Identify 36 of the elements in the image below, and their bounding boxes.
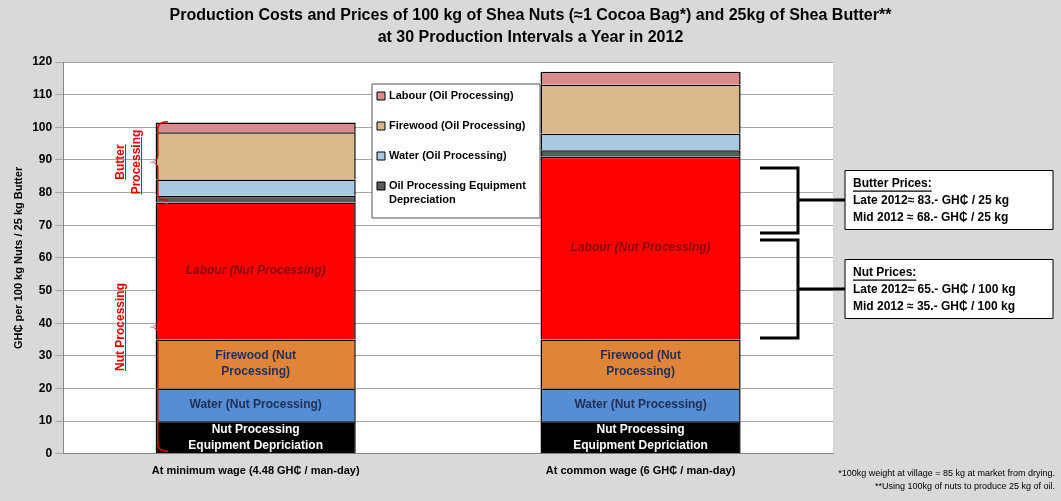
y-tick-label: 110 <box>32 86 53 101</box>
x-tick-label: At common wage (6 GH₵ / man-day) <box>545 464 736 477</box>
text: Nut Prices: Late 2012≈ 65.- GH₵ / 100 kg Mid 2012 ≈ 35.- GH₵ / 100 kg <box>853 264 1016 313</box>
y-tick-label: 70 <box>38 217 53 232</box>
series-label: Nut Processing Equipment Depriciation <box>188 421 324 452</box>
text: Labour (Nut Processing) <box>570 240 711 255</box>
y-tick-label: 90 <box>38 152 53 167</box>
y-tick-label: 0 <box>45 446 53 461</box>
y-tick-label: 100 <box>32 119 53 134</box>
y-tick-label: 10 <box>38 413 53 428</box>
legend-label: Water (Oil Processing) <box>389 149 507 162</box>
series-label: Water (Nut Processing) <box>189 397 322 412</box>
text: Water (Nut Processing) <box>574 397 707 412</box>
text: *100kg weight at village = 85 kg at market from drying. <box>838 468 1055 479</box>
chart-subtitle: at 30 Production Intervals a Year in 2012 <box>377 28 684 46</box>
y-tick-label: 60 <box>38 250 53 265</box>
x-tick-label: At minimum wage (4.48 GH₵ / man-day) <box>151 464 360 477</box>
annotation: Butter Processing <box>112 128 144 197</box>
y-tick-label: 50 <box>38 282 53 297</box>
series-label: Labour (Nut Processing) <box>185 263 326 278</box>
y-tick-label: 20 <box>38 380 53 395</box>
y-tick-label: 120 <box>32 54 53 69</box>
text: Butter Prices: Late 2012≈ 83.- GH₵ / 25 kg Mid 2012 ≈ 68.- GH₵ / 25 kg <box>853 175 1009 224</box>
legend-label: Firewood (Oil Processing) <box>389 119 526 132</box>
y-tick-label: 30 <box>38 348 53 363</box>
annotation: Nut Processing <box>112 282 128 373</box>
y-tick-label: 40 <box>38 315 53 330</box>
y-tick-label: 80 <box>38 184 53 199</box>
legend-label: Labour (Oil Processing) <box>389 89 515 102</box>
y-axis-title: GH₵ per 100 kg Nuts / 25 kg Butter <box>11 166 24 349</box>
series-label: Firewood (Nut Processing) <box>215 348 296 379</box>
legend-label: Oil Processing Equipment Depreciation <box>389 179 527 206</box>
text: Firewood (Nut Processing) <box>600 348 681 379</box>
text: **Using 100kg of nuts to produce 25 kg of oil. <box>874 481 1055 492</box>
text: Nut Processing Equipment Depriciation <box>573 421 708 452</box>
chart-title: Production Costs and Prices of 100 kg of Shea Nuts (≈1 Cocoa Bag*) and 25kg of Shea Butter** <box>169 6 893 24</box>
